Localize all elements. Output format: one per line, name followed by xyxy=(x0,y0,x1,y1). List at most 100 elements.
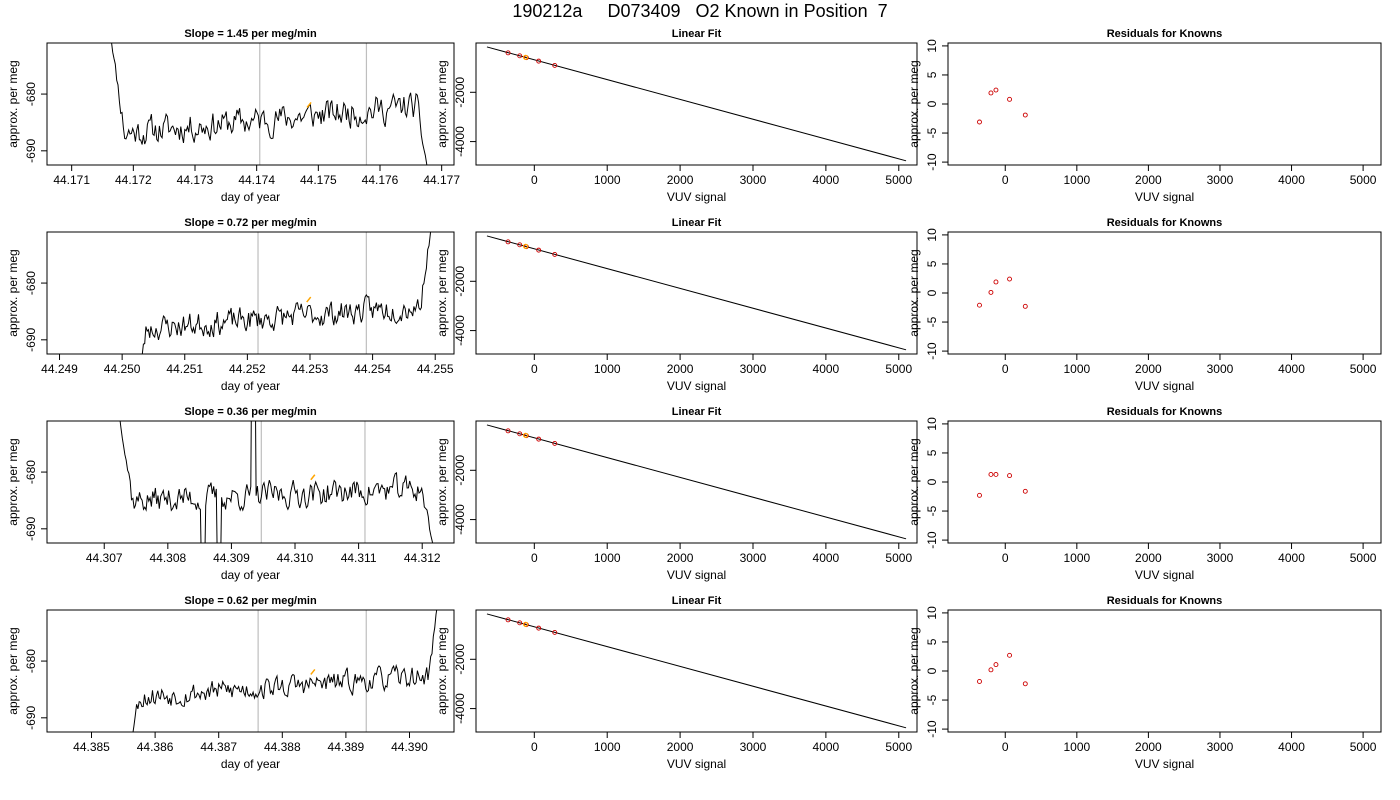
residual-point xyxy=(1007,96,1013,102)
y-tick-label: 5 xyxy=(925,260,939,267)
plot-data xyxy=(486,235,907,351)
y-tick-label: -5 xyxy=(925,505,939,516)
residual-point xyxy=(988,90,994,96)
plot-frame xyxy=(46,420,455,544)
panel-title: Slope = 1.45 per meg/min xyxy=(184,28,317,40)
x-tick-label: 0 xyxy=(531,173,538,187)
x-tick-label: 0 xyxy=(1002,551,1009,565)
x-tick-label: 44.172 xyxy=(115,173,152,187)
residual-point xyxy=(1022,112,1028,118)
data-point xyxy=(505,617,511,623)
data-trace xyxy=(141,232,432,354)
y-axis-label: approx. per meg xyxy=(6,438,20,525)
x-tick-label: 3000 xyxy=(1207,740,1234,754)
plot-frame xyxy=(947,42,1382,166)
x-tick-label: 4000 xyxy=(813,551,840,565)
x-tick-label: 0 xyxy=(531,740,538,754)
x-tick-label: 44.312 xyxy=(404,551,441,565)
plot-data xyxy=(141,232,432,354)
x-tick-label: 5000 xyxy=(885,740,912,754)
y-tick-label: 0 xyxy=(925,667,939,674)
y-tick-label: 10 xyxy=(925,417,939,431)
y-axis-label: approx. per meg xyxy=(907,438,921,525)
plot-frame xyxy=(947,609,1382,733)
y-tick-label: 0 xyxy=(925,478,939,485)
data-point xyxy=(505,50,511,56)
residual-point xyxy=(977,302,982,308)
x-axis-label: VUV signal xyxy=(1135,379,1194,393)
y-tick-label: -2000 xyxy=(453,266,467,297)
x-tick-label: 3000 xyxy=(1207,362,1234,376)
x-tick-label: 2000 xyxy=(667,740,694,754)
plot-frame xyxy=(475,231,918,355)
x-tick-label: 44.171 xyxy=(53,173,90,187)
y-tick-label: -4000 xyxy=(453,693,467,724)
y-tick-label: 5 xyxy=(925,71,939,78)
x-tick-label: 4000 xyxy=(813,362,840,376)
y-tick-label: -690 xyxy=(24,327,38,351)
data-point xyxy=(517,242,523,248)
panel-title: Slope = 0.72 per meg/min xyxy=(184,217,317,229)
x-tick-label: 44.389 xyxy=(328,740,365,754)
y-tick-label: -690 xyxy=(24,138,38,162)
x-tick-label: 44.387 xyxy=(200,740,237,754)
linear_fit-panel: Linear Fit VUV signal approx. per meg 0 1000… xyxy=(435,406,918,582)
x-tick-label: 44.388 xyxy=(264,740,301,754)
x-tick-label: 44.255 xyxy=(417,362,454,376)
x-tick-label: 44.249 xyxy=(41,362,78,376)
x-axis-label: VUV signal xyxy=(667,568,726,582)
x-tick-label: 1000 xyxy=(594,551,621,565)
x-tick-label: 44.175 xyxy=(300,173,337,187)
y-tick-label: -2000 xyxy=(453,644,467,675)
x-axis-label: VUV signal xyxy=(667,757,726,771)
residual-point xyxy=(993,87,999,93)
plot-frame xyxy=(46,231,455,355)
residual-point xyxy=(1022,303,1028,309)
plot-data xyxy=(486,424,907,540)
data-point xyxy=(536,58,542,64)
plot-data xyxy=(119,421,434,543)
x-tick-label: 5000 xyxy=(1350,551,1377,565)
panel-title: Slope = 0.36 per meg/min xyxy=(184,406,317,418)
residual-point xyxy=(988,471,994,477)
y-tick-label: -10 xyxy=(925,342,939,360)
y-axis-label: approx. per meg xyxy=(435,249,449,336)
linear_fit-panel: Linear Fit VUV signal approx. per meg 0 1000… xyxy=(435,28,918,204)
residual-point xyxy=(993,662,999,668)
x-tick-label: 2000 xyxy=(1135,551,1162,565)
timeseries-panel: Slope = 0.36 per meg/min day of year appro… xyxy=(6,406,455,582)
x-tick-label: 44.251 xyxy=(166,362,203,376)
y-axis-label: approx. per meg xyxy=(907,627,921,714)
residual-point xyxy=(993,279,999,285)
y-tick-label: 10 xyxy=(925,39,939,53)
x-tick-label: 44.390 xyxy=(391,740,428,754)
panel-title: Linear Fit xyxy=(672,217,722,229)
y-tick-label: -10 xyxy=(925,720,939,738)
plot-frame xyxy=(46,609,455,733)
plot-data xyxy=(977,87,1028,125)
data-point xyxy=(517,431,523,437)
x-tick-label: 4000 xyxy=(1278,362,1305,376)
y-tick-label: -5 xyxy=(925,694,939,705)
panel-title: Linear Fit xyxy=(672,28,722,40)
y-axis-label: approx. per meg xyxy=(6,60,20,147)
x-tick-label: 2000 xyxy=(1135,362,1162,376)
residual-point xyxy=(977,119,982,125)
residuals-panel: Residuals for Knowns VUV signal approx. pe… xyxy=(907,406,1382,582)
y-tick-label: -2000 xyxy=(453,455,467,486)
x-tick-label: 0 xyxy=(1002,740,1009,754)
x-tick-label: 44.310 xyxy=(277,551,314,565)
highlight-point xyxy=(522,243,529,249)
x-tick-label: 5000 xyxy=(885,551,912,565)
residuals-panel: Residuals for Knowns VUV signal approx. pe… xyxy=(907,217,1382,393)
highlight-mark xyxy=(306,296,312,303)
x-tick-label: 2000 xyxy=(667,173,694,187)
x-axis-label: day of year xyxy=(221,190,280,204)
timeseries-panel: Slope = 1.45 per meg/min day of year appro… xyxy=(6,28,460,204)
x-tick-label: 44.311 xyxy=(341,551,377,565)
linear_fit-panel: Linear Fit VUV signal approx. per meg 0 1000… xyxy=(435,217,918,393)
x-tick-label: 44.176 xyxy=(362,173,399,187)
x-tick-label: 0 xyxy=(1002,362,1009,376)
x-tick-label: 2000 xyxy=(667,362,694,376)
x-tick-label: 5000 xyxy=(885,362,912,376)
